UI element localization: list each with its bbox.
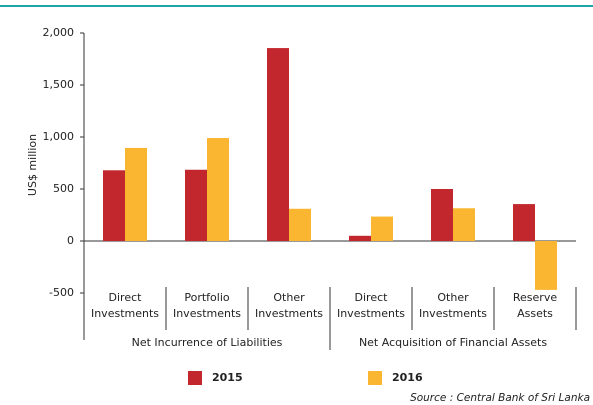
y-tick-label: 500 bbox=[53, 182, 74, 195]
source-note: Source : Central Bank of Sri Lanka bbox=[410, 392, 590, 404]
bar bbox=[535, 241, 557, 290]
y-tick-label: -500 bbox=[49, 286, 74, 299]
y-tick-label: 1,000 bbox=[43, 130, 75, 143]
bar bbox=[289, 208, 311, 241]
x-tick-label: Other Investments bbox=[419, 291, 487, 320]
y-tick-label: 1,500 bbox=[43, 78, 75, 91]
bar bbox=[103, 170, 125, 241]
legend-swatch bbox=[188, 371, 202, 385]
group-label: Net Acquisition of Financial Assets bbox=[359, 336, 547, 349]
x-tick-label: Direct Investments bbox=[337, 291, 405, 320]
x-tick-label: Portfolio Investments bbox=[173, 291, 241, 320]
label-line: Investments bbox=[173, 307, 241, 320]
bar bbox=[349, 235, 371, 241]
label-line: Reserve bbox=[513, 291, 557, 304]
bar bbox=[125, 147, 147, 241]
legend-swatch bbox=[368, 371, 382, 385]
label-line: Other bbox=[437, 291, 469, 304]
bar bbox=[185, 169, 207, 241]
x-tick-label: Other Investments bbox=[255, 291, 323, 320]
bar bbox=[267, 48, 289, 241]
bar bbox=[453, 208, 475, 241]
label-line: Investments bbox=[255, 307, 323, 320]
label-line: Direct bbox=[109, 291, 143, 304]
legend-label: 2015 bbox=[212, 371, 243, 384]
group-label: Net Incurrence of Liabilities bbox=[132, 336, 283, 349]
bar bbox=[513, 204, 535, 241]
bar bbox=[207, 138, 229, 241]
label-line: Investments bbox=[91, 307, 159, 320]
label-line: Investments bbox=[337, 307, 405, 320]
y-tick-label: 2,000 bbox=[43, 26, 75, 39]
y-tick-label: 0 bbox=[67, 234, 74, 247]
label-line: Portfolio bbox=[184, 291, 230, 304]
x-tick-label: Reserve Assets bbox=[513, 291, 557, 320]
label-line: Assets bbox=[517, 307, 553, 320]
bar bbox=[371, 216, 393, 241]
label-line: Investments bbox=[419, 307, 487, 320]
legend-label: 2016 bbox=[392, 371, 423, 384]
label-line: Direct bbox=[355, 291, 389, 304]
y-axis-label: US$ million bbox=[26, 134, 39, 196]
label-line: Other bbox=[273, 291, 305, 304]
x-tick-label: Direct Investments bbox=[91, 291, 159, 320]
bar bbox=[431, 189, 453, 241]
